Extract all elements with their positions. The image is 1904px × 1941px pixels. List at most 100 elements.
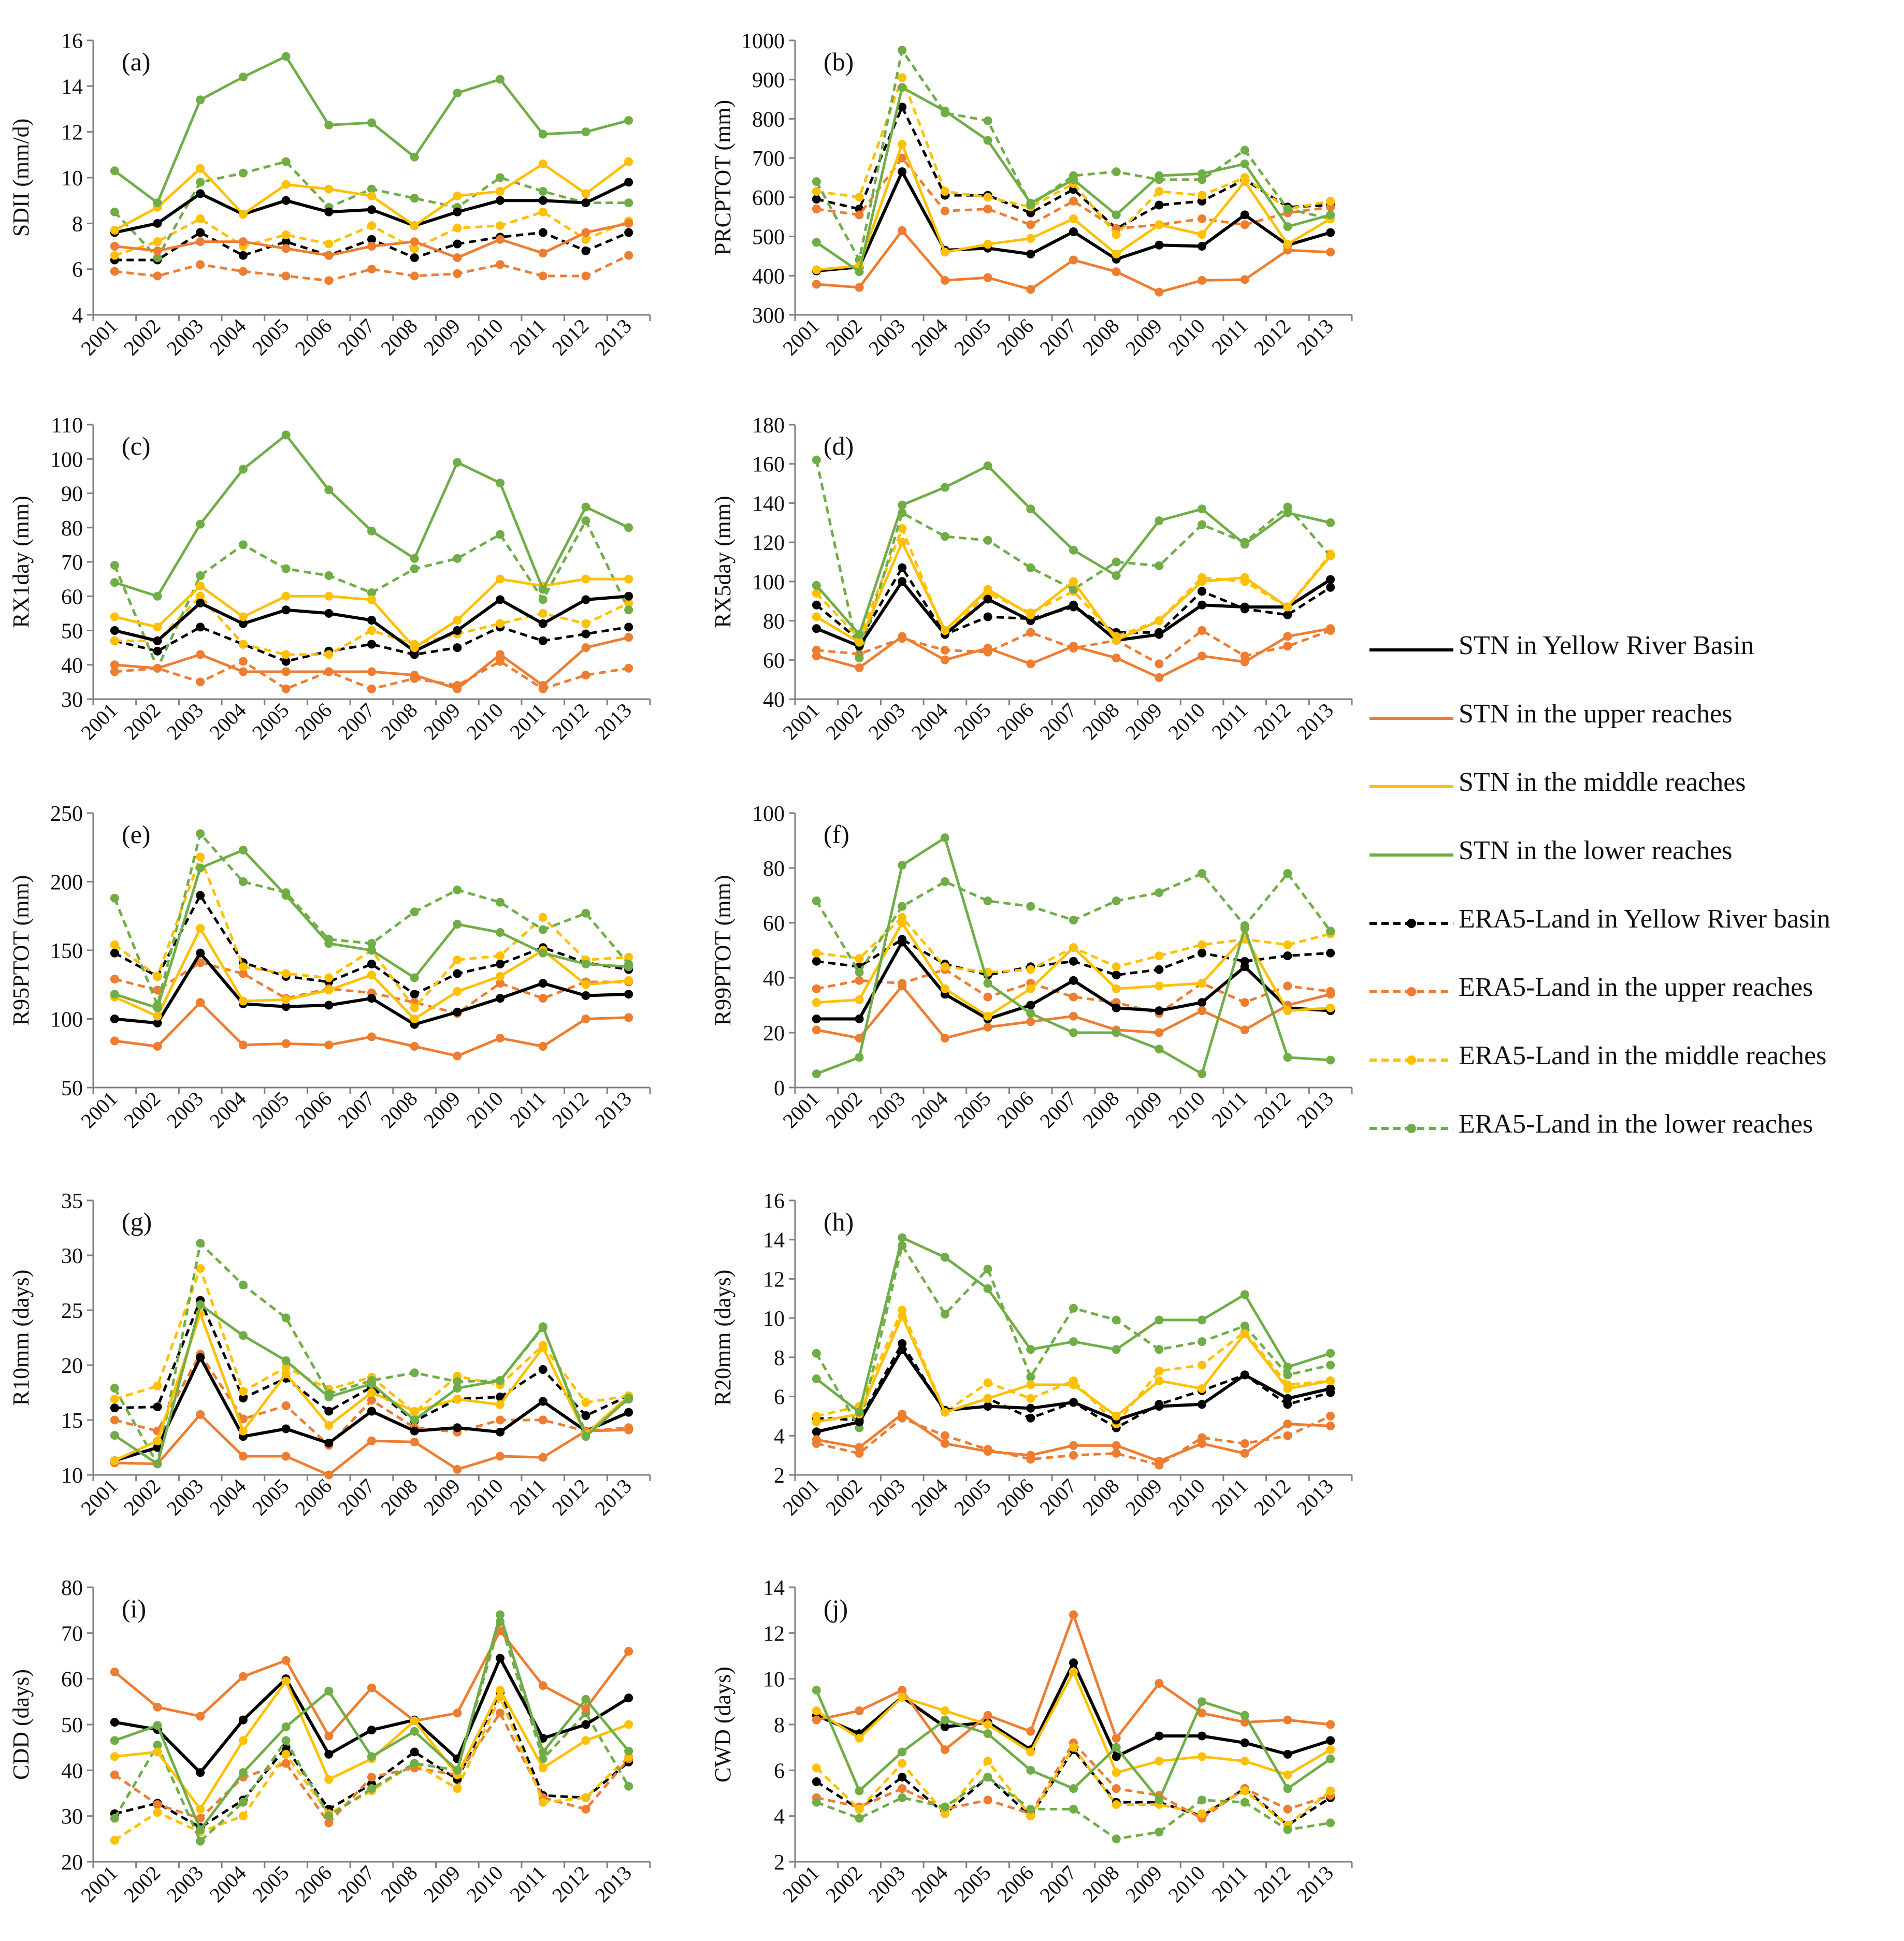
chart-panel-b: 3004005006007008009001000200120022003200… xyxy=(710,30,1353,360)
data-point-era_lower xyxy=(1155,1828,1164,1837)
legend-item-era-lower: ERA5-Land in the lower reaches xyxy=(1367,1097,1896,1166)
data-point-stn_lower xyxy=(1155,171,1164,180)
data-point-era_middle xyxy=(196,214,205,223)
legend-item-stn-upper: STN in the upper reaches xyxy=(1367,687,1896,756)
data-point-stn_basin xyxy=(538,1397,547,1406)
x-tick-label: 2006 xyxy=(291,314,336,360)
y-axis-label: PRCPTOT (mm) xyxy=(710,100,735,255)
y-tick-label: 12 xyxy=(763,1268,785,1292)
data-point-era_lower xyxy=(110,1384,119,1393)
data-point-stn_middle xyxy=(812,265,821,274)
data-point-stn_basin xyxy=(281,605,291,615)
x-tick-label: 2003 xyxy=(864,1474,910,1520)
x-tick-label: 2011 xyxy=(1207,699,1252,744)
data-point-stn_middle xyxy=(624,976,633,985)
legend-swatch xyxy=(1369,785,1453,788)
x-tick-label: 2008 xyxy=(376,314,422,360)
x-tick-label: 2002 xyxy=(119,314,165,360)
data-point-era_basin xyxy=(898,1773,907,1782)
data-point-era_lower xyxy=(1112,1315,1121,1325)
series-line-stn_upper xyxy=(113,1629,630,1737)
data-point-era_lower xyxy=(1155,561,1164,571)
data-point-era_upper xyxy=(1240,1439,1249,1448)
data-point-era_middle xyxy=(110,1835,119,1845)
data-point-era_lower xyxy=(281,564,291,573)
data-point-stn_basin xyxy=(196,599,205,607)
data-point-era_middle xyxy=(624,599,633,607)
data-point-stn_lower xyxy=(812,581,821,590)
data-point-stn_upper xyxy=(1026,1727,1035,1736)
data-point-stn_upper xyxy=(281,244,291,253)
series-line-stn_upper xyxy=(114,1001,629,1058)
data-point-era_middle xyxy=(581,1793,590,1802)
data-point-stn_lower xyxy=(324,939,334,948)
data-point-stn_upper xyxy=(983,644,992,653)
x-tick-label: 2007 xyxy=(1035,1087,1080,1133)
data-point-era_basin xyxy=(153,646,162,656)
data-point-stn_upper xyxy=(1069,1441,1078,1450)
legend-swatch-marker xyxy=(1407,987,1416,996)
data-point-stn_lower xyxy=(898,861,907,870)
data-point-stn_upper xyxy=(1069,1610,1078,1619)
data-point-era_middle xyxy=(110,1395,119,1404)
data-point-stn_upper xyxy=(1026,1451,1035,1460)
data-point-stn_lower xyxy=(1155,516,1164,525)
data-point-stn_lower xyxy=(410,973,419,982)
data-point-stn_middle xyxy=(196,164,205,173)
y-axis-label: R99PTOT (mm) xyxy=(710,875,735,1026)
x-tick-label: 2010 xyxy=(1164,1087,1209,1133)
data-point-era_basin xyxy=(453,239,462,249)
data-point-stn_lower xyxy=(581,960,590,968)
data-point-stn_upper xyxy=(1283,1715,1292,1725)
data-point-stn_upper xyxy=(812,1025,821,1035)
data-point-stn_middle xyxy=(1326,1003,1335,1012)
x-tick-label: 2009 xyxy=(419,1087,465,1133)
data-point-stn_upper xyxy=(496,1452,505,1461)
data-point-stn_lower xyxy=(624,523,633,532)
data-point-stn_upper xyxy=(624,633,633,642)
data-point-era_lower xyxy=(196,829,205,838)
x-tick-label: 2004 xyxy=(205,1474,250,1520)
y-tick-label: 20 xyxy=(61,1354,83,1378)
data-point-era_basin xyxy=(496,960,505,968)
data-point-stn_upper xyxy=(812,280,821,289)
x-tick-label: 2004 xyxy=(205,314,250,360)
x-tick-label: 2013 xyxy=(590,1861,636,1907)
data-point-stn_lower xyxy=(898,83,907,92)
data-point-stn_lower xyxy=(1026,1345,1035,1354)
data-point-era_upper xyxy=(940,645,949,655)
data-point-era_basin xyxy=(1112,971,1121,980)
data-point-era_upper xyxy=(110,667,119,676)
data-point-stn_middle xyxy=(538,1343,547,1352)
data-point-stn_lower xyxy=(1240,924,1249,933)
data-point-stn_lower xyxy=(983,136,992,145)
x-tick-label: 2001 xyxy=(778,1087,824,1133)
panel-label: (a) xyxy=(122,47,151,76)
data-point-stn_upper xyxy=(238,237,248,247)
data-point-era_lower xyxy=(1326,926,1335,936)
data-point-era_lower xyxy=(855,1814,864,1823)
data-point-stn_middle xyxy=(196,581,205,590)
data-point-stn_middle xyxy=(855,1734,864,1743)
data-point-stn_lower xyxy=(1240,540,1249,549)
data-point-stn_upper xyxy=(496,650,505,659)
x-tick-label: 2011 xyxy=(505,314,550,359)
data-point-stn_lower xyxy=(1112,1345,1121,1354)
data-point-era_basin xyxy=(812,957,821,966)
data-point-stn_basin xyxy=(812,1427,821,1437)
x-tick-label: 2009 xyxy=(419,314,465,360)
data-point-era_upper xyxy=(1198,626,1207,635)
x-tick-label: 2008 xyxy=(376,1474,422,1520)
data-point-stn_lower xyxy=(538,948,547,958)
data-point-stn_upper xyxy=(1026,1017,1035,1026)
data-point-stn_lower xyxy=(898,500,907,510)
x-tick-label: 2013 xyxy=(1292,314,1338,360)
data-point-stn_basin xyxy=(153,219,162,228)
data-point-stn_basin xyxy=(1155,1006,1164,1016)
data-point-era_lower xyxy=(812,177,821,186)
data-point-stn_basin xyxy=(110,626,119,635)
data-point-stn_basin xyxy=(367,205,376,214)
y-tick-label: 2 xyxy=(774,1464,785,1488)
data-point-era_basin xyxy=(453,969,462,978)
data-point-era_middle xyxy=(581,1398,590,1407)
